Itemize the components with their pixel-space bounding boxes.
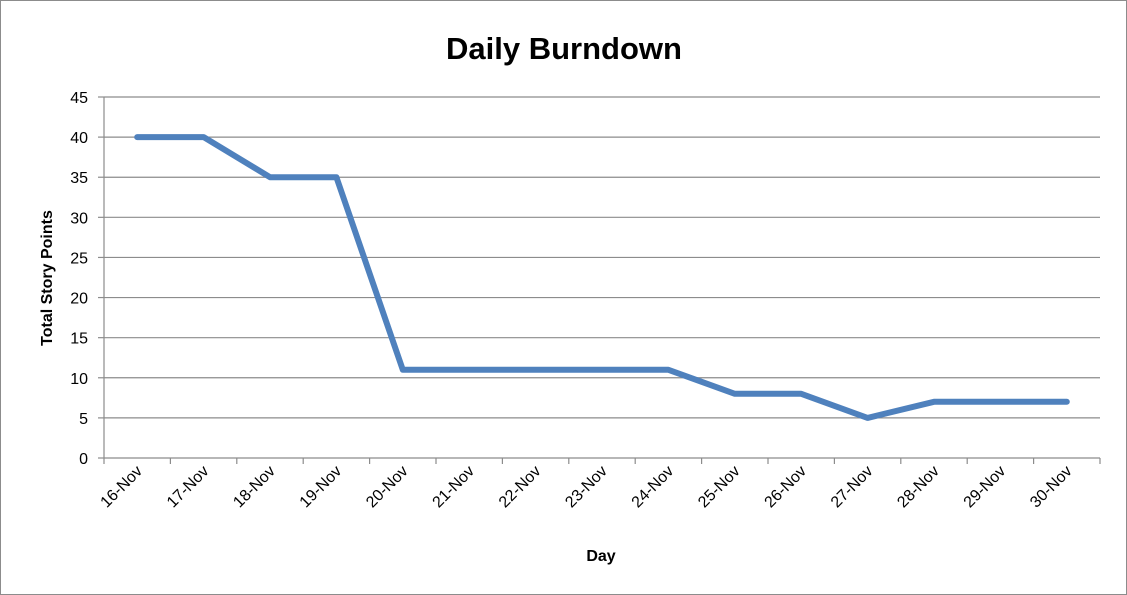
y-tick-label: 20 — [70, 291, 88, 308]
x-tick-label: 18-Nov — [230, 463, 278, 511]
x-tick-label: 23-Nov — [562, 463, 610, 511]
axes — [103, 97, 1100, 459]
x-tick-label: 19-Nov — [297, 463, 345, 511]
series-group — [134, 134, 1070, 421]
series-line — [134, 134, 1070, 421]
x-tick-label: 21-Nov — [430, 463, 478, 511]
x-tick-label: 17-Nov — [164, 463, 212, 511]
y-tick-label: 5 — [79, 411, 88, 428]
x-tick-label: 28-Nov — [894, 463, 942, 511]
y-axis-ticks: 0 5 10 15 20 25 30 35 40 45 — [70, 90, 104, 468]
y-tick-label: 15 — [70, 331, 88, 348]
x-axis-ticks: 16-Nov 17-Nov 18-Nov 19-Nov 20-Nov 21-Nov 22-N… — [98, 458, 1101, 511]
y-tick-label: 0 — [79, 451, 88, 468]
y-tick-label: 45 — [70, 90, 88, 107]
y-tick-label: 35 — [70, 170, 88, 187]
y-tick-label: 40 — [70, 130, 88, 147]
y-tick-label: 25 — [70, 250, 88, 267]
chart-title: Daily Burndown — [446, 31, 682, 66]
x-tick-label: 27-Nov — [828, 463, 876, 511]
x-tick-label: 29-Nov — [961, 463, 1009, 511]
x-tick-label: 22-Nov — [496, 463, 544, 511]
x-tick-label: 16-Nov — [98, 463, 146, 511]
x-tick-label: 30-Nov — [1027, 463, 1075, 511]
x-axis-title: Day — [586, 548, 615, 565]
y-axis-title: Total Story Points — [39, 210, 56, 346]
x-tick-label: 24-Nov — [629, 463, 677, 511]
x-tick-label: 20-Nov — [363, 463, 411, 511]
x-tick-label: 26-Nov — [762, 463, 810, 511]
y-tick-label: 30 — [70, 210, 88, 227]
x-tick-label: 25-Nov — [695, 463, 743, 511]
y-tick-label: 10 — [70, 371, 88, 388]
